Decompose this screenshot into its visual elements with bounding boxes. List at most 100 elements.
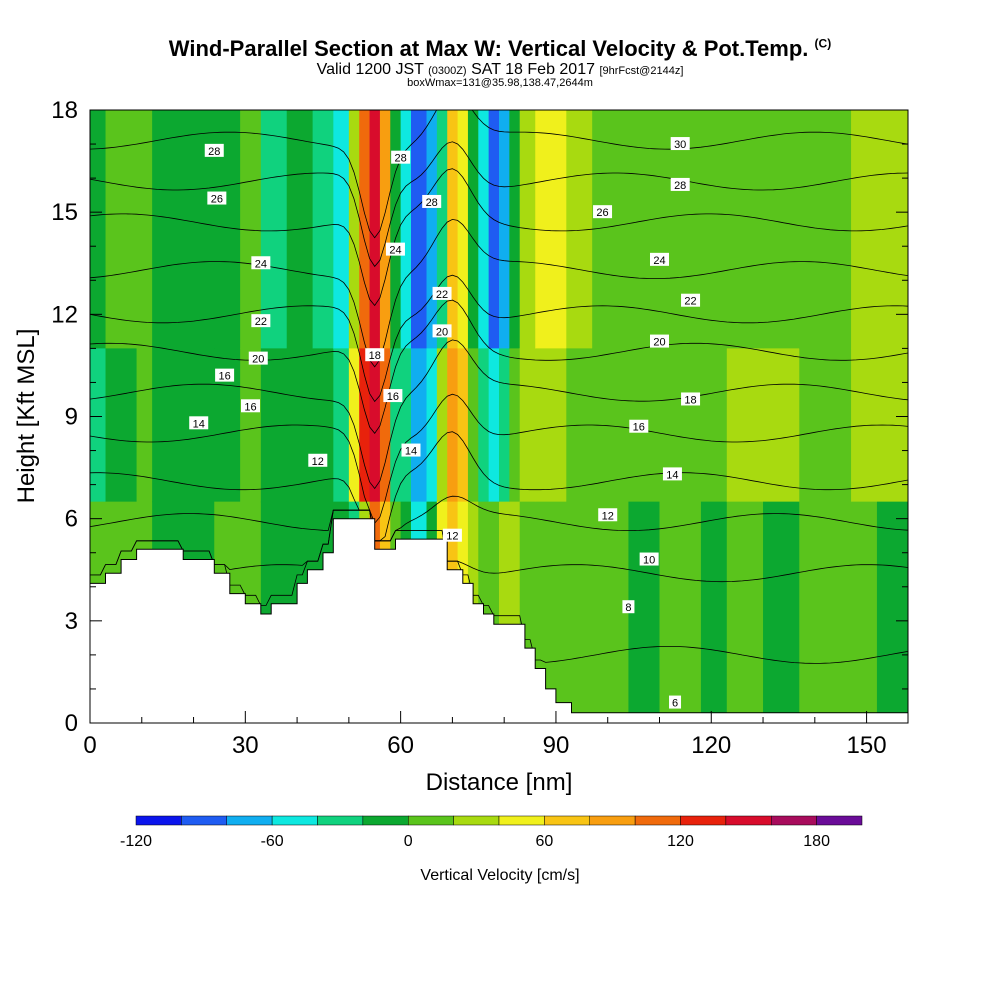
colorbar-bin xyxy=(680,815,727,826)
contour-label-text: 6 xyxy=(672,698,678,710)
contour-label-text: 16 xyxy=(218,371,230,383)
colorbar-tick-label: 180 xyxy=(803,833,830,850)
theta-contour-26 xyxy=(90,168,908,307)
velocity-cell xyxy=(478,110,490,349)
velocity-cell xyxy=(726,110,764,349)
velocity-cell xyxy=(240,110,262,349)
velocity-cell xyxy=(509,501,521,723)
velocity-cell xyxy=(260,110,288,349)
contour-label: 20 xyxy=(248,351,268,366)
velocity-cell xyxy=(851,110,878,349)
x-tick-label: 90 xyxy=(543,732,570,759)
x-tick-label: 150 xyxy=(847,732,887,759)
velocity-cell xyxy=(136,110,153,349)
y-tick-label: 6 xyxy=(65,506,78,533)
velocity-cell xyxy=(90,348,107,503)
contour-label: 14 xyxy=(401,443,421,458)
axes: 0 30 60 90 120 150 0 3 6 9 12 15 18 xyxy=(51,97,908,759)
contour-label-bg xyxy=(681,293,701,307)
theta-contour-30 xyxy=(90,110,908,239)
velocity-cell xyxy=(136,348,153,503)
velocity-cell xyxy=(700,348,728,503)
contour-label-bg xyxy=(670,137,690,151)
contour-label: 12 xyxy=(442,528,462,543)
colorbar-bin xyxy=(181,815,227,826)
theta-contour-10 xyxy=(90,509,908,583)
colorbar-bin xyxy=(544,815,590,826)
y-axis-title: Height [Kft MSL] xyxy=(13,329,40,504)
velocity-cell xyxy=(509,348,521,503)
velocity-cell xyxy=(369,110,381,349)
velocity-cell xyxy=(359,348,371,503)
contour-label-bg xyxy=(649,252,669,266)
colorbar-bin xyxy=(408,815,454,826)
contour-label: 20 xyxy=(649,334,669,349)
velocity-cell xyxy=(240,348,262,503)
contour-label: 24 xyxy=(251,256,271,270)
colorbar-tick-label: 0 xyxy=(404,833,413,850)
contour-label-bg xyxy=(240,399,260,413)
contour-label-text: 12 xyxy=(312,456,324,468)
contour-label-bg xyxy=(215,368,235,382)
contour-label-text: 26 xyxy=(211,194,223,206)
y-tick-label: 0 xyxy=(65,710,78,737)
contour-label-text: 16 xyxy=(244,401,256,413)
velocity-cell xyxy=(519,348,536,503)
colorbar-bin xyxy=(135,815,182,826)
velocity-cell xyxy=(105,110,138,349)
velocity-cell xyxy=(799,501,852,723)
contour-label-bg xyxy=(308,453,328,467)
velocity-cell xyxy=(700,501,728,723)
contour-label-text: 22 xyxy=(684,296,696,308)
box-info: boxWmax=131@35.98,138.47,2644m xyxy=(407,77,593,89)
colorbar-bin xyxy=(725,815,772,826)
contour-label-bg xyxy=(622,600,635,614)
contour-labels: 28 26 24 22 20 16 16 14 12 28 28 24 22 20 18 16 14 12 30 28… xyxy=(189,137,701,710)
contour-label-bg xyxy=(639,552,659,566)
velocity-cell xyxy=(457,348,469,503)
contour-label-text: 28 xyxy=(674,180,686,192)
velocity-cell xyxy=(700,110,728,349)
velocity-cell xyxy=(286,110,314,349)
contour-label-bg xyxy=(681,392,701,406)
colorbar-bin xyxy=(317,815,364,826)
theta-contours xyxy=(90,110,908,664)
velocity-cell xyxy=(763,110,800,349)
theta-contour-18 xyxy=(90,339,908,490)
contour-label: 28 xyxy=(391,150,411,165)
contour-label-bg xyxy=(401,443,421,457)
contour-label-text: 12 xyxy=(446,531,458,543)
velocity-cell xyxy=(799,348,852,503)
contour-label-bg xyxy=(649,334,669,348)
contour-label-text: 12 xyxy=(602,510,614,522)
contour-label-bg xyxy=(432,286,452,300)
colorbar-bin xyxy=(362,815,409,826)
contour-label: 18 xyxy=(681,392,701,406)
velocity-cell xyxy=(390,110,402,349)
velocity-cell xyxy=(447,348,459,503)
colorbar-bin xyxy=(453,815,500,826)
velocity-cell xyxy=(478,348,490,503)
contour-label: 16 xyxy=(215,368,235,383)
y-tick-label: 3 xyxy=(65,608,78,635)
velocity-cell xyxy=(488,110,500,349)
colorbar-bin xyxy=(816,815,863,826)
contour-label-bg xyxy=(391,150,411,164)
y-tick-label: 15 xyxy=(51,199,78,226)
contour-label: 8 xyxy=(622,600,635,614)
contour-label-bg xyxy=(248,351,268,365)
colorbar-tick-label: -120 xyxy=(120,833,152,850)
chart-title: Wind-Parallel Section at Max W: Vertical… xyxy=(168,36,832,61)
contour-label-bg xyxy=(422,194,442,208)
contour-label: 24 xyxy=(385,242,405,257)
contour-label-text: 10 xyxy=(643,555,655,567)
contour-label-text: 30 xyxy=(674,139,686,151)
y-tick-label: 12 xyxy=(51,301,78,328)
contour-label-bg xyxy=(662,467,682,481)
terrain xyxy=(89,518,909,724)
contour-label-bg xyxy=(670,177,690,191)
contour-label-text: 28 xyxy=(426,197,438,209)
contour-label-text: 20 xyxy=(436,326,448,338)
theta-contour-28 xyxy=(90,141,908,268)
